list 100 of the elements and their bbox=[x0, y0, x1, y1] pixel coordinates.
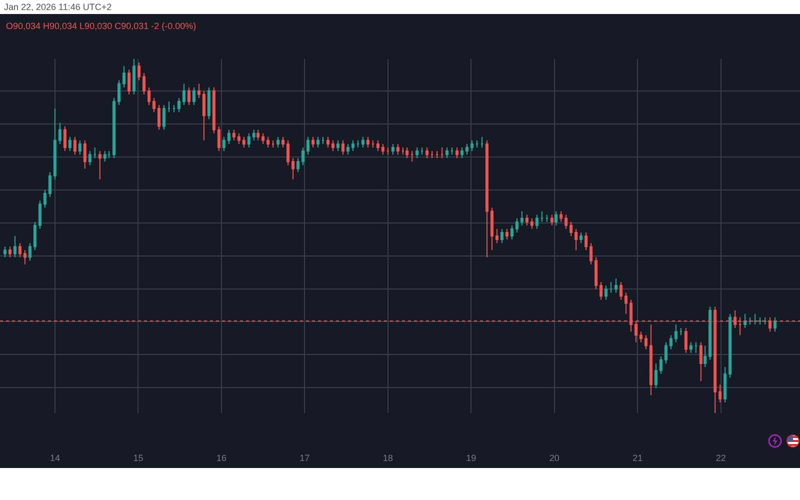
candlestick bbox=[132, 59, 136, 95]
candlestick bbox=[545, 214, 548, 222]
candlestick bbox=[550, 214, 554, 226]
candlestick bbox=[554, 210, 558, 226]
candlestick bbox=[292, 158, 295, 180]
candlestick bbox=[18, 242, 22, 258]
candlestick bbox=[256, 129, 260, 141]
candlestick bbox=[664, 342, 668, 364]
candlestick bbox=[475, 140, 479, 148]
candlestick bbox=[227, 129, 230, 144]
candlestick bbox=[430, 150, 434, 159]
candlestick bbox=[68, 136, 72, 152]
candlestick bbox=[391, 143, 394, 156]
candlestick bbox=[679, 328, 682, 336]
candlestick bbox=[456, 147, 459, 159]
candlestick bbox=[604, 285, 608, 300]
candlestick bbox=[83, 140, 86, 170]
candlestick bbox=[182, 83, 186, 106]
candlestick bbox=[167, 100, 171, 113]
candlestick bbox=[98, 150, 102, 180]
candlestick bbox=[376, 140, 380, 152]
candlestick bbox=[510, 224, 514, 240]
candlestick bbox=[530, 218, 534, 230]
candlestick bbox=[480, 136, 484, 148]
candlestick bbox=[446, 147, 449, 159]
candlestick bbox=[728, 313, 732, 378]
candlestick bbox=[420, 147, 424, 156]
candlestick bbox=[744, 313, 747, 329]
candlestick bbox=[500, 228, 504, 244]
candlestick bbox=[237, 132, 240, 144]
candlestick bbox=[371, 140, 374, 148]
candlestick bbox=[8, 246, 12, 258]
candlestick bbox=[222, 136, 226, 152]
candlestick bbox=[242, 136, 246, 148]
candlestick bbox=[758, 316, 762, 325]
candlestick bbox=[386, 147, 390, 156]
candlestick bbox=[764, 316, 767, 325]
candlestick bbox=[286, 140, 290, 166]
candlestick bbox=[774, 316, 777, 332]
candlestick bbox=[197, 83, 200, 98]
candlestick bbox=[718, 384, 722, 403]
candlestick bbox=[177, 97, 180, 113]
candlestick bbox=[649, 324, 653, 396]
candlestick bbox=[574, 228, 578, 251]
candlestick bbox=[272, 140, 275, 148]
x-tick-label: 19 bbox=[466, 453, 476, 463]
x-tick-label: 22 bbox=[716, 453, 726, 463]
candlestick bbox=[639, 331, 643, 343]
candlestick bbox=[202, 90, 206, 141]
candlestick bbox=[600, 282, 603, 300]
x-tick-label: 20 bbox=[549, 453, 560, 463]
candlestick bbox=[535, 214, 538, 230]
candlestick bbox=[58, 122, 62, 144]
candlestick bbox=[311, 136, 315, 148]
candlestick bbox=[3, 246, 7, 258]
candlestick bbox=[112, 97, 116, 159]
candlestick bbox=[624, 292, 628, 314]
candlestick bbox=[63, 126, 66, 152]
candlestick bbox=[122, 66, 126, 88]
candlestick bbox=[754, 313, 757, 325]
candlestick bbox=[659, 356, 662, 375]
candlestick bbox=[172, 104, 176, 113]
candlestick bbox=[316, 136, 320, 148]
candlestick bbox=[73, 136, 76, 156]
candlestick bbox=[356, 140, 360, 148]
candlestick bbox=[584, 232, 588, 251]
candlestick bbox=[570, 221, 573, 236]
candlestick bbox=[302, 147, 305, 166]
candlestick bbox=[341, 140, 344, 156]
candlestick bbox=[187, 86, 190, 106]
x-tick-label: 17 bbox=[300, 453, 310, 463]
candlestick bbox=[282, 136, 285, 148]
candlestick bbox=[321, 136, 325, 144]
candlestick bbox=[689, 342, 692, 354]
candlestick bbox=[266, 136, 270, 148]
candlestick bbox=[366, 136, 370, 148]
candlestick bbox=[620, 282, 623, 300]
candlestick bbox=[138, 62, 141, 81]
candlestick bbox=[410, 150, 414, 162]
candlestick bbox=[436, 150, 439, 159]
candlestick bbox=[694, 342, 698, 354]
candlestick bbox=[470, 140, 474, 152]
candlestick bbox=[560, 210, 563, 222]
candlestick bbox=[88, 150, 92, 166]
candlestick bbox=[490, 207, 494, 251]
candlestick bbox=[118, 80, 121, 106]
candlestick bbox=[590, 242, 593, 265]
candlestick bbox=[564, 214, 568, 230]
candlestick bbox=[217, 126, 220, 152]
candlestick bbox=[654, 362, 658, 389]
candlestick bbox=[460, 147, 464, 159]
candlestick bbox=[38, 200, 42, 230]
candlestick bbox=[103, 150, 106, 162]
x-tick-label: 18 bbox=[382, 453, 393, 463]
x-tick-label: 15 bbox=[133, 453, 144, 463]
candlestick bbox=[262, 132, 265, 144]
candlestick bbox=[212, 86, 216, 134]
candlestick bbox=[361, 136, 364, 148]
candlestick bbox=[33, 221, 36, 251]
candlestick bbox=[580, 232, 583, 244]
